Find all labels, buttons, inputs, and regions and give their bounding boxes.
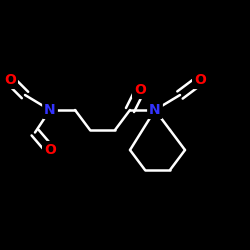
Text: O: O <box>44 143 56 157</box>
Text: N: N <box>149 103 161 117</box>
Text: O: O <box>4 73 16 87</box>
Text: O: O <box>134 83 146 97</box>
Text: N: N <box>44 103 56 117</box>
Text: O: O <box>194 73 206 87</box>
